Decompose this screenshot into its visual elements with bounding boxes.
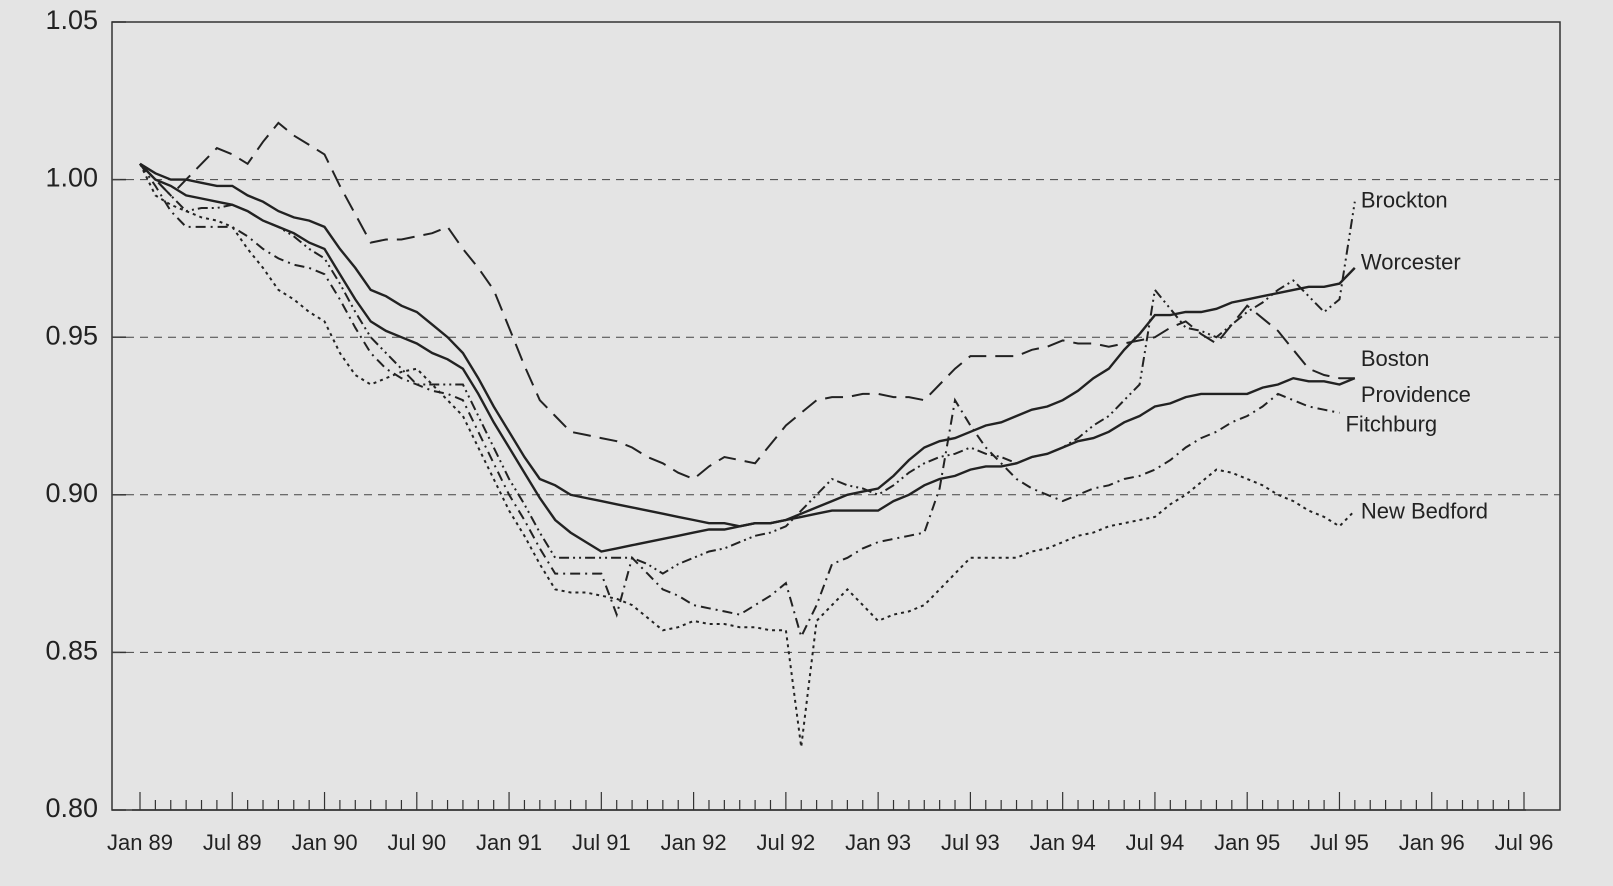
x-tick-label: Jul 96	[1495, 830, 1554, 855]
x-tick-label: Jan 94	[1030, 830, 1096, 855]
series-line	[139, 121, 1355, 481]
y-tick-label: 1.05	[45, 5, 98, 35]
series-label: Providence	[1361, 382, 1471, 407]
y-tick-label: 0.85	[45, 636, 98, 666]
x-tick-label: Jul 92	[757, 830, 816, 855]
x-tick-label: Jul 91	[572, 830, 631, 855]
x-tick-label: Jul 90	[387, 830, 446, 855]
y-tick-label: 0.95	[45, 320, 98, 350]
series-label: Worcester	[1361, 250, 1461, 275]
y-tick-label: 1.00	[45, 163, 98, 193]
series-line	[139, 163, 1356, 575]
x-tick-label: Jan 89	[107, 830, 173, 855]
series-label: New Bedford	[1361, 498, 1488, 523]
x-tick-label: Jan 92	[661, 830, 727, 855]
series-label: Brockton	[1361, 187, 1448, 212]
plot-frame	[111, 21, 1561, 811]
x-tick-label: Jan 90	[292, 830, 358, 855]
series-line	[139, 162, 1356, 528]
x-tick-label: Jul 95	[1310, 830, 1369, 855]
series-label: Fitchburg	[1345, 412, 1437, 437]
x-tick-label: Jul 93	[941, 830, 1000, 855]
x-tick-label: Jul 94	[1126, 830, 1185, 855]
x-tick-label: Jul 89	[203, 830, 262, 855]
x-tick-label: Jan 93	[845, 830, 911, 855]
y-tick-label: 0.80	[45, 793, 98, 823]
series-line	[139, 163, 1340, 640]
x-tick-label: Jan 95	[1214, 830, 1280, 855]
x-tick-label: Jan 91	[476, 830, 542, 855]
series-label: Boston	[1361, 346, 1430, 371]
y-tick-label: 0.90	[45, 478, 98, 508]
series-line	[139, 162, 1356, 553]
x-tick-label: Jan 96	[1399, 830, 1465, 855]
series-line	[139, 163, 1356, 748]
